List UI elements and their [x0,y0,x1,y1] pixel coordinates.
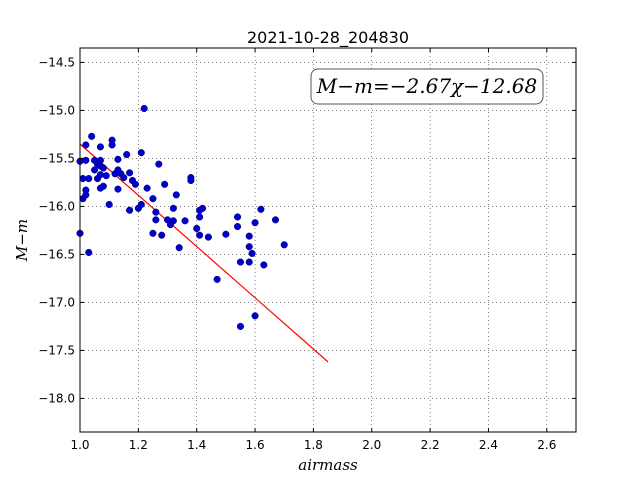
scatter-point [82,191,90,199]
fit-line [79,143,329,363]
scatter-point [213,275,221,283]
y-axis-label: M−m [13,219,31,262]
x-tick-label: 2.6 [537,438,556,452]
scatter-point [181,217,189,225]
scatter-point [251,219,259,227]
scatter-point [88,132,96,140]
x-axis-ticks: 1.0 1.2 1.4 1.6 1.8 2.0 2.2 2.4 2.6 [70,48,556,452]
y-tick-label: −17.5 [38,343,75,357]
scatter-point [143,184,151,192]
x-tick-label: 1.4 [187,438,206,452]
scatter-point [114,155,122,163]
x-tick-label: 1.6 [246,438,265,452]
scatter-point [152,208,160,216]
scatter-point [120,174,128,182]
x-tick-label: 1.8 [304,438,323,452]
annotation-text: M−m=−2.67χ−12.68 [316,74,537,98]
x-tick-label: 2.0 [362,438,381,452]
scatter-point [82,156,90,164]
scatter-point [260,261,268,269]
y-tick-label: −17.0 [38,295,75,309]
scatter-point [99,164,107,172]
scatter-point [85,175,93,183]
y-tick-label: −15.5 [38,151,75,165]
scatter-point [158,231,166,239]
scatter-point [85,248,93,257]
fit-annotation: M−m=−2.67χ−12.68 [310,68,544,105]
scatter-point [187,176,195,185]
scatter-point [245,258,253,266]
scatter-point [196,213,204,221]
scatter-point [271,216,280,224]
scatter-point [245,232,253,240]
scatter-point [114,185,122,193]
scatter-point [155,160,163,168]
scatter-point [99,182,107,190]
data-points [76,104,288,330]
scatter-point [108,141,116,149]
scatter-point [131,180,139,188]
scatter-point [234,223,242,231]
scatter-point [222,230,230,238]
scatter-point [280,241,288,249]
scatter-point [82,141,90,149]
y-tick-label: −16.5 [38,247,75,261]
scatter-point [196,231,204,239]
grid [79,48,576,432]
scatter-point [96,171,104,179]
plot-frame [79,47,577,433]
scatter-point [96,143,104,151]
y-tick-label: −16.0 [38,199,75,213]
scatter-point [251,312,259,320]
y-tick-label: −14.5 [38,55,75,69]
scatter-point [204,233,212,241]
scatter-point [236,258,245,266]
scatter-point [149,229,157,237]
scatter-point [137,149,145,157]
fit-line-layer [79,143,329,363]
scatter-point [102,172,110,180]
scatter-point [123,151,131,159]
scatter-point [105,200,113,209]
scatter-point [126,206,134,214]
scatter-point [198,204,207,212]
x-tick-label: 2.2 [421,438,440,452]
scatter-point [91,166,99,174]
chart-title: 2021-10-28_204830 [247,28,409,48]
annotation-box [310,68,544,105]
x-tick-label: 1.2 [129,438,148,452]
scatter-point [193,224,201,233]
scatter-point [248,249,256,257]
scatter-point [169,204,177,212]
scatter-point [245,243,253,251]
scatter-point [161,180,169,188]
x-tick-label: 1.0 [70,438,89,452]
x-axis-label: airmass [298,456,358,474]
scatter-point [137,200,145,209]
scatter-point [234,213,242,221]
scatter-point [175,244,183,252]
y-axis-ticks: −14.5 −15.0 −15.5 −16.0 −16.5 −17.0 −17.5 −18.0 [38,55,576,405]
scatter-point [236,322,245,330]
scatter-point [149,195,157,203]
y-tick-label: −15.0 [38,103,75,117]
scatter-point [126,169,134,177]
scatter-point [152,216,160,224]
scatter-point [172,191,180,199]
scatter-point [169,217,177,225]
x-tick-label: 2.4 [479,438,498,452]
y-tick-label: −18.0 [38,391,75,405]
scatter-point [257,205,265,213]
scatter-point [140,104,148,113]
